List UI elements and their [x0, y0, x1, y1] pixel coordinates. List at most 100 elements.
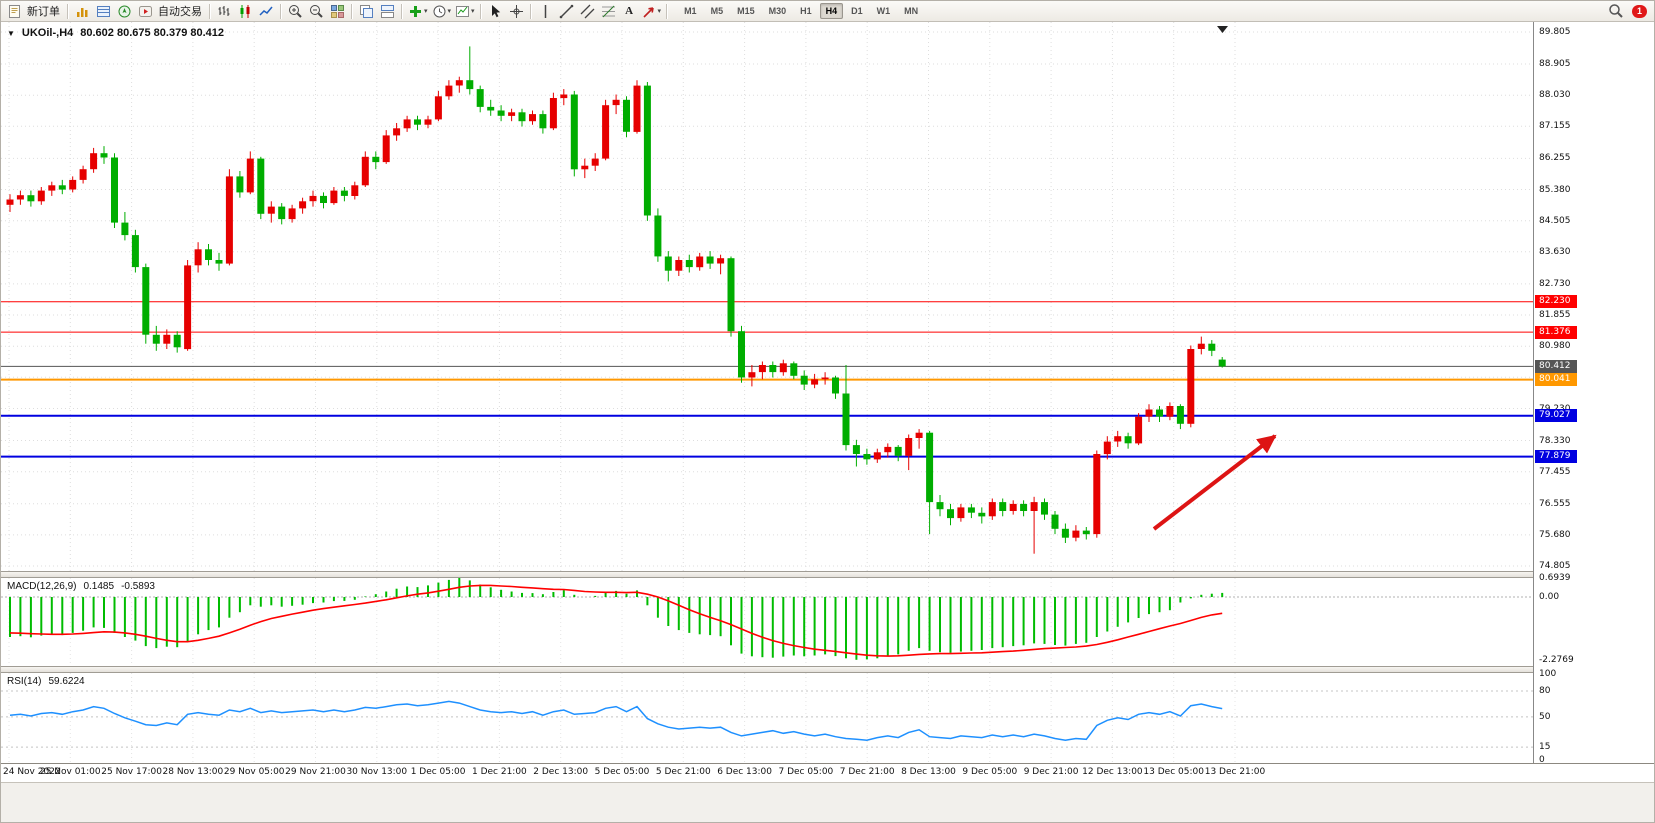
dropdown-caret-icon: ▾ — [471, 8, 475, 15]
time-axis-label: 8 Dec 13:00 — [901, 767, 956, 777]
new-order-label[interactable]: 新订单 — [27, 6, 60, 18]
indicators-button[interactable]: ▾ — [407, 3, 429, 20]
price-marker-82.230[interactable]: 82.230 — [1535, 295, 1577, 309]
time-axis[interactable]: 24 Nov 2022 25 Nov 01:00 25 Nov 17:00 28 No… — [1, 764, 1533, 782]
toolbar-separator — [479, 3, 482, 19]
trend-arrow-annotation[interactable] — [1152, 434, 1277, 531]
axis-label: 79.230 — [1539, 404, 1571, 414]
time-axis-label: 30 Nov 13:00 — [346, 767, 408, 777]
macd-name: MACD(12,26,9) — [7, 581, 77, 592]
time-axis-label: 7 Dec 21:00 — [839, 767, 895, 777]
time-axis-label: 29 Nov 05:00 — [223, 767, 285, 777]
rsi-line — [9, 700, 1223, 741]
axis-label: 74.805 — [1539, 561, 1571, 571]
text-tool-label: A — [625, 5, 634, 17]
data-window-button[interactable] — [94, 3, 113, 20]
price-marker-77.879[interactable]: 77.879 — [1535, 450, 1577, 464]
dropdown-caret-icon: ▾ — [424, 8, 428, 15]
time-axis-label: 9 Dec 05:00 — [962, 767, 1018, 777]
periods-button[interactable]: ▾ — [431, 3, 453, 20]
price-marker-81.376[interactable]: 81.376 — [1535, 325, 1577, 339]
rsi-pane[interactable]: RSI(14) 59.6224 — [1, 673, 1533, 763]
axis-label: 83.630 — [1539, 246, 1571, 257]
zoom-out-icon — [310, 4, 323, 18]
axis-label: 50 — [1539, 711, 1551, 722]
macd-main-value: 0.1485 — [83, 581, 115, 592]
time-axis-label: 29 Nov 21:00 — [285, 767, 346, 777]
timeframe-button-h1[interactable]: H1 — [800, 6, 812, 16]
timeframe-button-mn[interactable]: MN — [904, 6, 919, 16]
new-chart-button[interactable] — [357, 3, 376, 20]
timeframe-button-m5[interactable]: M5 — [710, 6, 724, 16]
notification-badge[interactable]: 1 — [1632, 4, 1647, 18]
toolbar-separator — [401, 3, 403, 19]
time-axis-label: 5 Dec 05:00 — [594, 767, 650, 777]
main-chart-pane[interactable]: ▼ UKOil-,H4 80.602 80.675 80.379 80.412 — [1, 22, 1533, 571]
timeframe-button-m15[interactable]: M15 — [737, 6, 755, 16]
axis-label: 75.680 — [1539, 529, 1571, 540]
tile-windows-button[interactable] — [328, 3, 347, 20]
bar-chart-button[interactable] — [215, 3, 234, 20]
axis-label: 80 — [1539, 686, 1551, 696]
text-tool-button[interactable]: A — [620, 3, 639, 20]
template-icon — [456, 5, 470, 17]
candlesticks — [6, 46, 1226, 554]
toolbar-separator — [351, 3, 353, 19]
new-order-button[interactable] — [5, 3, 24, 20]
fibonacci-button[interactable] — [599, 3, 618, 20]
trendline-icon — [559, 4, 573, 18]
cursor-button[interactable] — [486, 3, 505, 20]
panel-separator[interactable] — [1, 666, 1654, 673]
new-order-icon — [9, 4, 20, 18]
arrows-tool-button[interactable]: ▾ — [641, 3, 663, 20]
line-chart-button[interactable] — [257, 3, 276, 20]
toolbar-separator — [529, 3, 532, 19]
timeframe-button-d1[interactable]: D1 — [851, 6, 863, 16]
navigator-button[interactable] — [115, 3, 134, 20]
rsi-label: RSI(14) 59.6224 — [7, 676, 85, 687]
autotrading-label[interactable]: 自动交易 — [158, 6, 202, 18]
autotrading-button[interactable] — [136, 3, 155, 20]
vertical-line-button[interactable] — [536, 3, 555, 20]
price-axis[interactable]: 89.805 88.905 88.030 87.155 86.255 85.380 84.5… — [1533, 22, 1654, 765]
axis-label: 100 — [1539, 668, 1557, 679]
rsi-canvas[interactable] — [1, 673, 1533, 763]
tile-windows-icon — [331, 4, 344, 18]
zoom-in-button[interactable] — [286, 3, 305, 20]
shift-marker-icon[interactable] — [1217, 26, 1228, 33]
fibonacci-icon — [601, 5, 615, 17]
axis-label: 80.980 — [1539, 341, 1571, 352]
zoom-out-button[interactable] — [307, 3, 326, 20]
templates-button[interactable]: ▾ — [454, 3, 476, 20]
market-watch-button[interactable] — [73, 3, 92, 20]
time-axis-label: 28 Nov 13:00 — [162, 767, 224, 777]
axis-label: 77.455 — [1539, 466, 1571, 477]
channel-button[interactable] — [578, 3, 597, 20]
axis-label: 85.380 — [1539, 184, 1571, 195]
toolbar-separator — [280, 3, 282, 19]
arrange-charts-icon — [381, 4, 394, 18]
search-button[interactable] — [1606, 3, 1625, 20]
panel-separator[interactable] — [1, 571, 1654, 578]
timeframe-button-m1[interactable]: M1 — [684, 6, 697, 16]
toolbar: 新订单 自动交易 — [1, 1, 1654, 22]
candlestick-chart-button[interactable] — [236, 3, 255, 20]
timeframe-button-h4[interactable]: H4 — [819, 3, 844, 19]
trendline-button[interactable] — [557, 3, 576, 20]
macd-pane[interactable]: MACD(12,26,9) 0.1485 -0.5893 — [1, 578, 1533, 666]
timeframe-button-m30[interactable]: M30 — [768, 6, 787, 16]
timeframe-button-w1[interactable]: W1 — [876, 6, 891, 16]
time-axis-label: 1 Dec 21:00 — [471, 767, 527, 777]
price-marker-79.027[interactable]: 79.027 — [1535, 409, 1577, 423]
navigator-icon — [118, 5, 131, 17]
price-marker-80.041[interactable]: 80.041 — [1535, 373, 1577, 387]
main-chart-canvas[interactable] — [1, 22, 1533, 571]
collapse-triangle-icon[interactable]: ▼ — [7, 28, 15, 38]
arrange-charts-button[interactable] — [378, 3, 397, 20]
new-chart-icon — [360, 4, 373, 18]
price-marker-80.412[interactable]: 80.412 — [1535, 359, 1577, 373]
crosshair-button[interactable] — [507, 3, 526, 20]
macd-canvas[interactable] — [1, 578, 1533, 666]
time-axis-divider — [1, 763, 1654, 764]
axis-label: 0.6939 — [1539, 572, 1571, 583]
